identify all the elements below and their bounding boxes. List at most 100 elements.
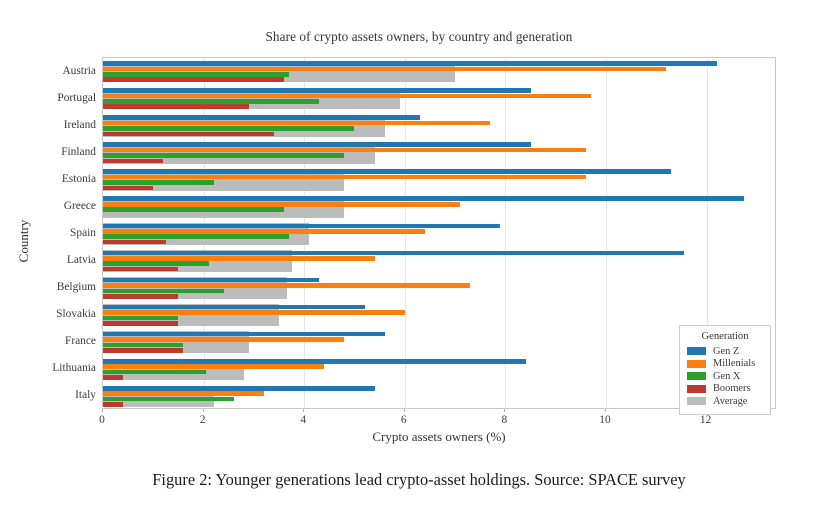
bar-gen-x: [103, 180, 214, 185]
bar-gen-x: [103, 261, 209, 267]
y-tick-estonia: Estonia: [61, 172, 96, 185]
y-tick-finland: Finland: [61, 145, 96, 158]
bar-gen-x: [103, 153, 345, 158]
legend-item-gen-z[interactable]: Gen Z: [687, 345, 763, 358]
x-tick-0: 0: [99, 414, 105, 426]
y-tick-slovakia: Slovakia: [56, 308, 96, 321]
bar-millenials: [103, 391, 264, 397]
y-tick-spain: Spain: [70, 227, 96, 239]
x-tick-2: 2: [199, 414, 206, 426]
bar-gen-z: [103, 142, 531, 147]
bar-millenials: [103, 147, 586, 153]
legend-item-gen-x[interactable]: Gen X: [687, 370, 763, 383]
legend-entries: Gen Z Millenials Gen X Boomers Average: [687, 345, 763, 408]
gridline: [505, 58, 507, 408]
y-axis-tick-labels: Austria Portugal Ireland Finland Estonia Gree…: [0, 0, 96, 531]
x-tick-mark: [504, 409, 506, 412]
country-bar-group: [103, 114, 775, 137]
chart-title: Share of crypto assets owners, by countr…: [265, 29, 573, 44]
bar-gen-z: [103, 196, 745, 202]
average-band: [103, 169, 345, 191]
bar-millenials: [103, 66, 667, 72]
legend-item-boomers[interactable]: Boomers: [687, 383, 763, 396]
x-tick-12: 12: [699, 414, 712, 426]
bar-millenials: [103, 364, 325, 369]
bar-gen-x: [103, 342, 184, 348]
bar-gen-z: [103, 250, 684, 256]
bar-millenials: [103, 93, 591, 99]
y-tick-france: France: [65, 335, 96, 348]
average-band: [103, 141, 375, 164]
x-tick-6: 6: [400, 414, 407, 426]
average-band: [103, 277, 287, 299]
bar-gen-z: [103, 304, 365, 310]
y-tick-italy: Italy: [75, 389, 96, 402]
average-band: [103, 87, 400, 110]
bar-gen-x: [103, 207, 285, 212]
bar-boomers: [103, 158, 164, 164]
country-bar-group: [103, 250, 775, 272]
average-band: [103, 385, 214, 408]
y-tick-portugal: Portugal: [57, 91, 96, 104]
bar-gen-x: [103, 396, 234, 402]
bar-boomers: [103, 104, 249, 110]
x-tick-mark: [202, 409, 204, 412]
bar-millenials: [103, 120, 491, 126]
average-band: [103, 304, 280, 327]
legend-item-millenials[interactable]: Millenials: [687, 358, 763, 371]
bar-gen-x: [103, 315, 179, 321]
average-band: [103, 196, 345, 218]
country-bar-group: [103, 223, 775, 245]
bar-boomers: [103, 131, 274, 137]
x-axis-label: Crypto assets owners (%): [372, 429, 506, 444]
bar-gen-x: [103, 99, 320, 104]
bar-gen-z: [103, 169, 672, 174]
bar-gen-x: [103, 71, 290, 77]
legend-swatch-icon: [687, 397, 706, 406]
figure-caption: Figure 2: Younger generations lead crypt…: [152, 470, 686, 489]
country-bar-group: [103, 169, 775, 191]
bar-gen-x: [103, 126, 355, 131]
legend-label: Average: [713, 395, 748, 407]
legend-swatch-icon: [687, 372, 706, 381]
x-tick-10: 10: [599, 414, 611, 426]
bar-gen-z: [103, 115, 420, 120]
x-tick-mark: [403, 409, 405, 412]
bar-millenials: [103, 283, 471, 288]
country-bar-group: [103, 141, 775, 164]
bar-millenials: [103, 310, 405, 315]
country-bar-group: [103, 385, 775, 408]
legend-label: Millenials: [713, 358, 756, 370]
bar-gen-z: [103, 386, 375, 391]
bar-gen-z: [103, 223, 501, 229]
average-band: [103, 223, 310, 245]
bar-millenials: [103, 201, 461, 207]
average-band: [103, 60, 456, 83]
legend-label: Gen X: [713, 370, 741, 382]
legend: Generation Gen Z Millenials Gen X Boomers Av…: [679, 325, 771, 415]
plot-area: [102, 57, 776, 409]
bar-gen-z: [103, 358, 526, 364]
legend-label: Boomers: [713, 383, 751, 395]
country-bar-group: [103, 304, 775, 327]
country-bar-group: [103, 358, 775, 381]
bar-millenials: [103, 256, 375, 261]
bar-boomers: [103, 266, 179, 272]
bar-boomers: [103, 185, 154, 191]
bar-boomers: [103, 77, 285, 82]
legend-swatch-icon: [687, 359, 706, 368]
bar-boomers: [103, 402, 124, 407]
x-tick-mark: [604, 409, 606, 412]
bar-gen-x: [103, 234, 290, 239]
bar-millenials: [103, 174, 586, 180]
y-tick-austria: Austria: [62, 64, 96, 77]
legend-swatch-icon: [687, 347, 706, 356]
x-tick-mark: [303, 409, 305, 412]
bar-gen-z: [103, 277, 320, 283]
legend-item-average[interactable]: Average: [687, 395, 763, 408]
bar-gen-x: [103, 288, 224, 294]
y-tick-ireland: Ireland: [63, 118, 96, 131]
gridline: [706, 58, 708, 408]
bar-millenials: [103, 337, 345, 342]
